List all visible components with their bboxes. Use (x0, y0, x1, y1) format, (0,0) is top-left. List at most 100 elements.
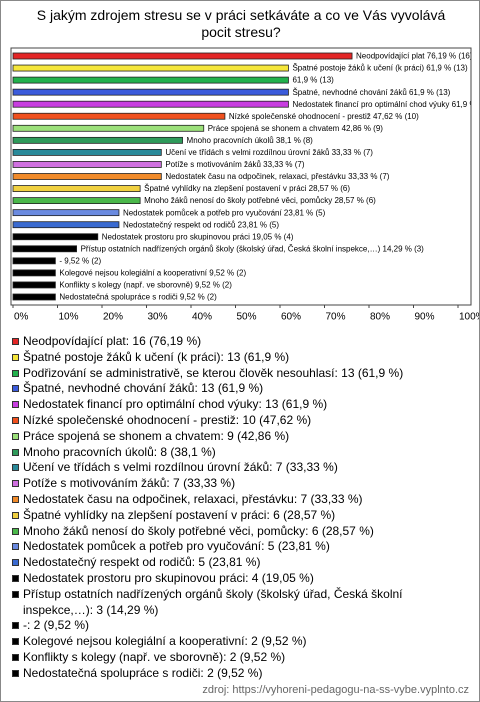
bar (12, 52, 353, 60)
legend-label: Špatné postoje žáků k učení (k práci): 1… (23, 349, 290, 364)
legend-swatch (12, 622, 19, 630)
legend-label: Práce spojená se shonem a chvatem: 9 (42… (23, 428, 290, 443)
bar-label: Nízké společenské ohodnocení - prestiž 4… (229, 112, 419, 121)
bar (12, 281, 56, 289)
bar-label: Potíže s motivováním žáků 33,33 % (7) (165, 160, 305, 169)
legend-label: Přístup ostatních nadřízených orgánů ško… (23, 586, 403, 617)
legend: Neodpovídající plat: 16 (76,19 %) Špatné … (9, 334, 471, 682)
bar-label: Nedostatek financí pro optimální chod vý… (292, 100, 479, 109)
legend-swatch (12, 495, 19, 503)
legend-label: Nedostatek času na odpočinek, relaxaci, … (23, 491, 363, 506)
bar (12, 257, 56, 265)
legend-label: Nízké společenské ohodnocení - prestiž: … (23, 412, 312, 427)
legend-item: Nedostatek času na odpočinek, relaxaci, … (9, 492, 471, 508)
legend-item: Nedostatek financí pro optimální chod vý… (9, 397, 471, 413)
bar (12, 76, 289, 84)
legend-swatch (12, 511, 19, 519)
bar-label: Nedostatek času na odpočinek, relaxaci, … (165, 172, 389, 181)
x-tick-label: 0% (14, 312, 29, 323)
legend-label: Špatné vyhlídky na zlepšení postavení v … (23, 507, 336, 522)
legend-swatch (12, 653, 19, 661)
legend-swatch (12, 543, 19, 551)
bar-label: 61,9 % (13) (292, 76, 334, 85)
legend-item: Práce spojená se shonem a chvatem: 9 (42… (9, 429, 471, 445)
legend-label: Nedostatek pomůcek a potřeb pro vyučován… (23, 539, 330, 554)
x-tick-label: 100% (459, 312, 479, 323)
bar (12, 112, 226, 120)
bar-label: Nedostatečný respekt od rodičů 23,81 % (… (123, 220, 279, 229)
bar (12, 293, 56, 301)
legend-label: Konflikty s kolegy (např. ve sborovně): … (23, 649, 286, 664)
legend-swatch (12, 559, 19, 567)
bar-label: - 9,52 % (2) (59, 256, 101, 265)
legend-swatch (12, 669, 19, 677)
legend-swatch (12, 401, 19, 409)
legend-item: Konflikty s kolegy (např. ve sborovně): … (9, 650, 471, 666)
bar-label: Konflikty s kolegy (např. ve sborovně) 9… (59, 281, 232, 290)
x-tick-label: 80% (370, 312, 390, 323)
legend-swatch (12, 638, 19, 646)
x-tick-label: 40% (192, 312, 212, 323)
bar-label: Nedostatek pomůcek a potřeb pro vyučován… (123, 208, 326, 217)
legend-item: Učení ve třídách s velmi rozdílnou úrovn… (9, 460, 471, 476)
bar (12, 88, 289, 96)
legend-swatch (12, 590, 19, 598)
x-tick-label: 70% (326, 312, 346, 323)
bar-label: Nedostatek prostoru pro skupinovou práci… (102, 232, 294, 241)
bar-label: Učení ve třídách s velmi rozdílnou úrovn… (165, 148, 373, 157)
x-tick-label: 50% (237, 312, 257, 323)
legend-item: Mnoho žáků nenosí do školy potřebné věci… (9, 524, 471, 540)
x-tick-label: 30% (148, 312, 168, 323)
legend-item: Nedostatek prostoru pro skupinovou práci… (9, 571, 471, 587)
legend-swatch (12, 527, 19, 535)
legend-label: -: 2 (9,52 %) (23, 618, 90, 633)
legend-item: -: 2 (9,52 %) (9, 618, 471, 634)
bar-label: Přístup ostatních nadřízených orgánů ško… (81, 244, 425, 253)
legend-label: Podřizování se administrativě, se kterou… (23, 365, 404, 380)
x-tick-label: 10% (59, 312, 79, 323)
legend-label: Potíže s motivováním žáků: 7 (33,33 %) (23, 476, 236, 491)
legend-item: Přístup ostatních nadřízených orgánů ško… (9, 587, 471, 619)
legend-swatch (12, 432, 19, 440)
legend-item: Špatné postoje žáků k učení (k práci): 1… (9, 350, 471, 366)
legend-label: Nedostatek financí pro optimální chod vý… (23, 397, 328, 412)
legend-label: Kolegové nejsou kolegiální a kooperativn… (23, 634, 307, 649)
legend-swatch (12, 448, 19, 456)
bar-label: Nedostatečná spolupráce s rodiči 9,52 % … (59, 293, 217, 302)
source: zdroj: https://vyhoreni-pedagogu-na-ss-v… (202, 684, 469, 696)
bar (12, 233, 99, 241)
bar (12, 124, 205, 132)
bar-label: Mnoho žáků nenosí do školy potřebné věci… (144, 196, 376, 205)
legend-label: Neodpovídající plat: 16 (76,19 %) (23, 334, 202, 348)
legend-label: Mnoho žáků nenosí do školy potřebné věci… (23, 523, 374, 538)
bar (12, 100, 289, 108)
legend-swatch (12, 338, 19, 345)
bar-label: Neodpovídající plat 76,19 % (16) (356, 52, 473, 61)
x-tick-label: 60% (281, 312, 301, 323)
legend-item: Mnoho pracovních úkolů: 8 (38,1 %) (9, 445, 471, 461)
bar (12, 148, 162, 156)
legend-label: Učení ve třídách s velmi rozdílnou úrovn… (23, 460, 338, 475)
legend-item: Podřizování se administrativě, se kterou… (9, 366, 471, 382)
legend-item: Nedostatečný respekt od rodičů: 5 (23,81… (9, 555, 471, 571)
x-tick-label: 20% (103, 312, 123, 323)
bar (12, 185, 141, 192)
legend-swatch (12, 369, 19, 377)
legend-swatch (12, 464, 19, 472)
chart-title: S jakým zdrojem stresu se v práci setkáv… (36, 7, 446, 40)
legend-swatch (12, 574, 19, 582)
legend-item: Nedostatek pomůcek a potřeb pro vyučován… (9, 539, 471, 555)
bar (12, 136, 183, 144)
legend-swatch (12, 480, 19, 488)
bar (12, 209, 120, 217)
bar (12, 173, 162, 180)
legend-item: Špatné, nevhodné chování žáků: 13 (61,9 … (9, 381, 471, 397)
legend-swatch (12, 385, 19, 393)
legend-swatch (12, 416, 19, 424)
bar-label: Práce spojená se shonem a chvatem 42,86 … (208, 124, 384, 133)
bar (12, 245, 77, 253)
legend-item: Kolegové nejsou kolegiální a kooperativn… (9, 634, 471, 650)
legend-label: Špatné, nevhodné chování žáků: 13 (61,9 … (23, 381, 264, 396)
x-tick-label: 90% (415, 312, 435, 323)
